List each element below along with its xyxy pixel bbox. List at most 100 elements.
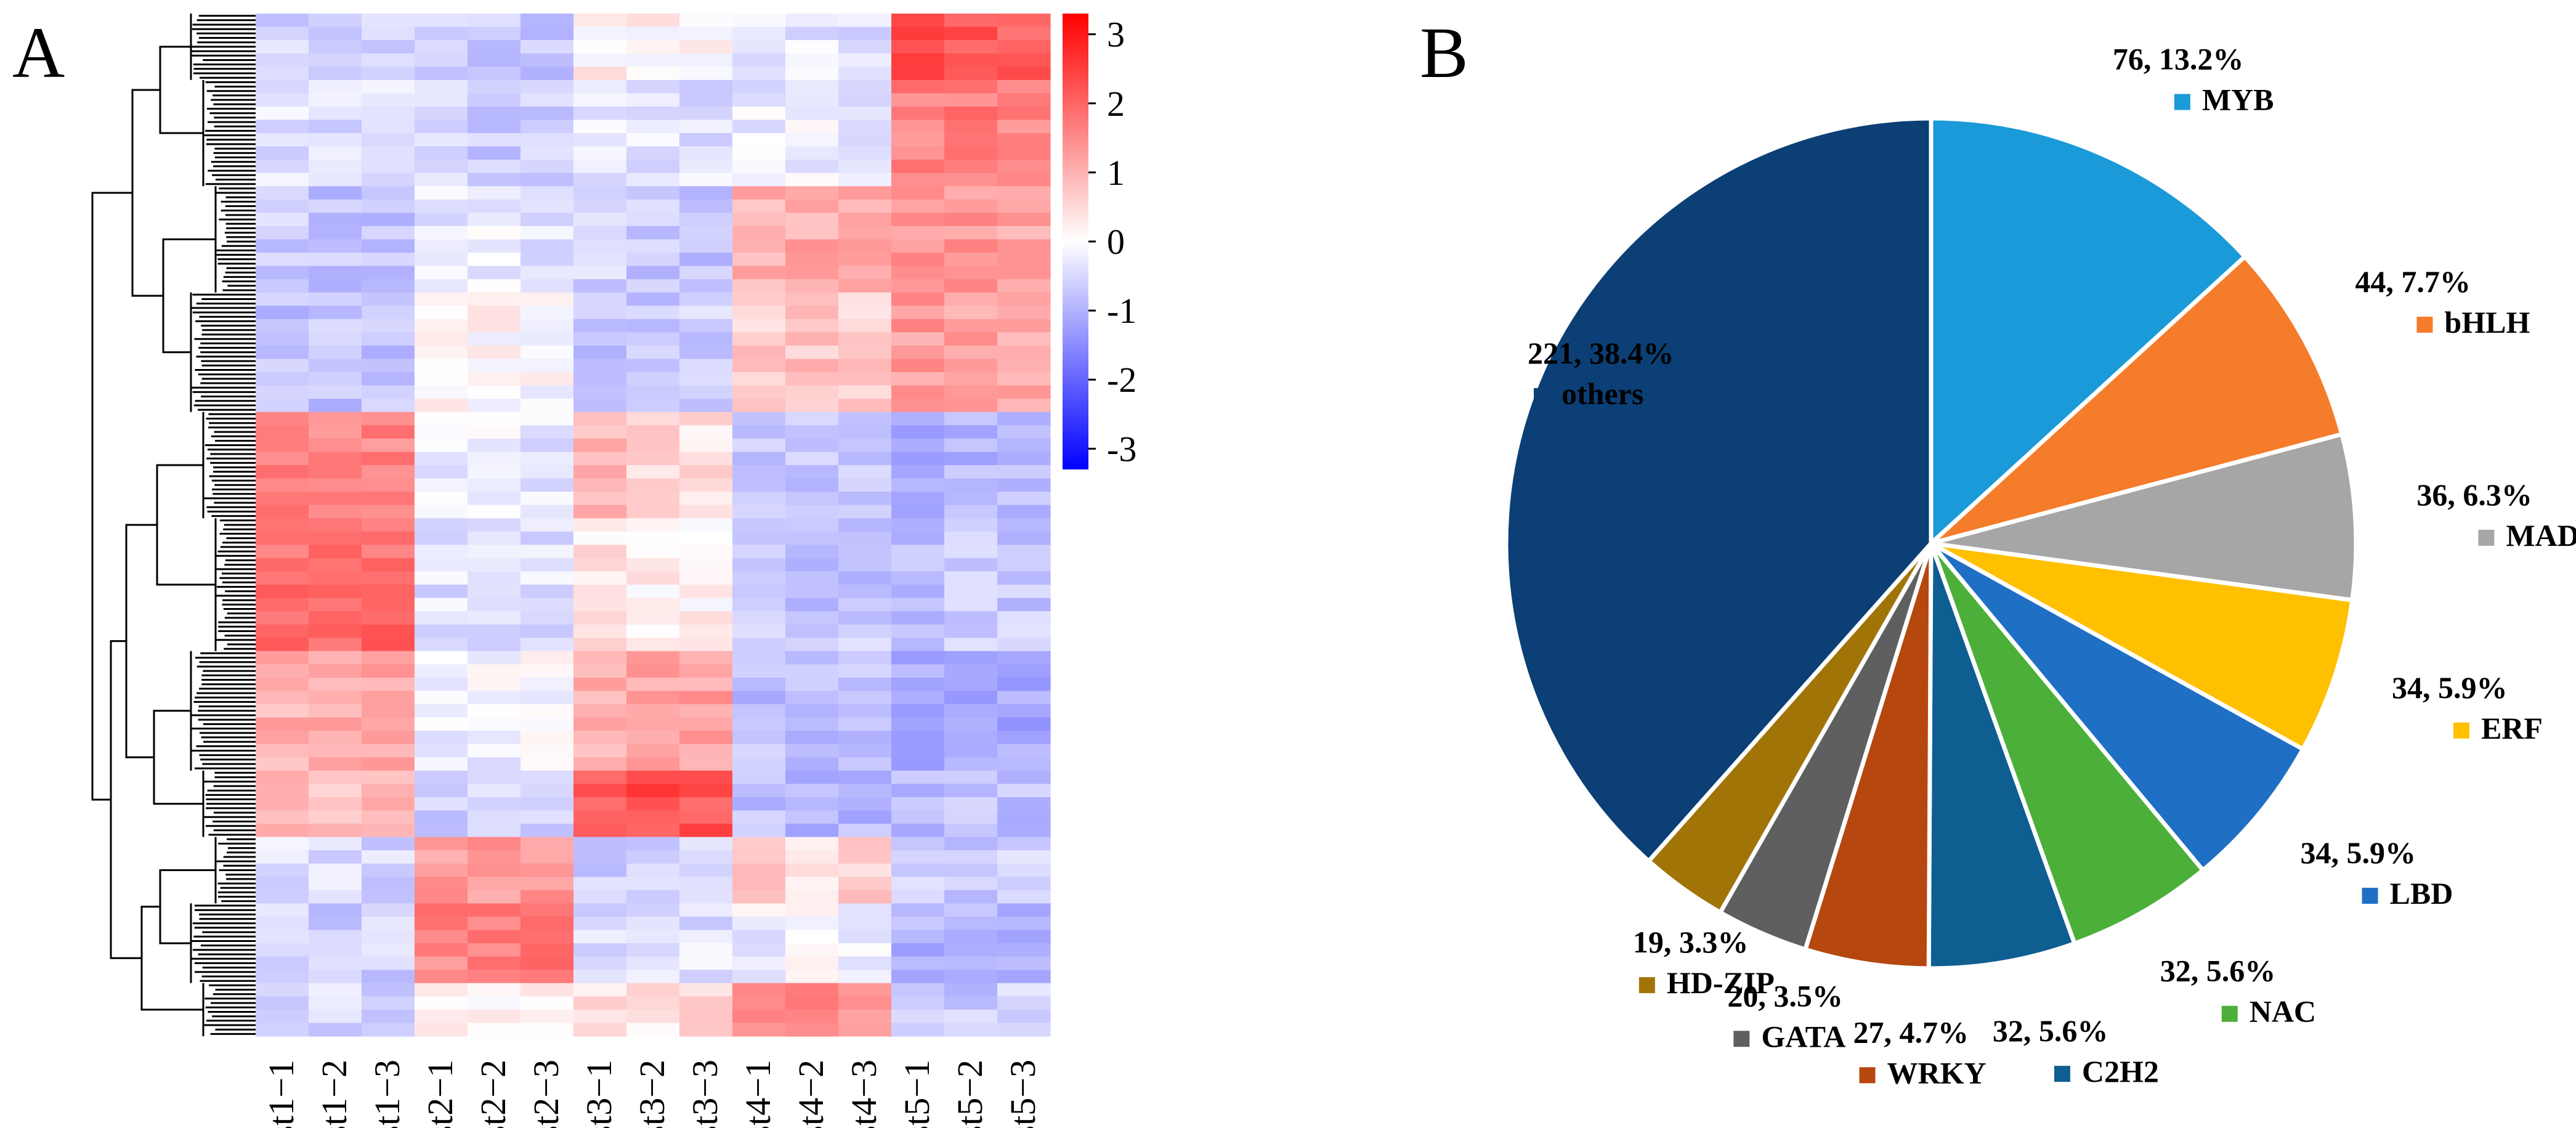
heatmap-cell: [256, 558, 309, 572]
heatmap-cell: [838, 677, 892, 692]
heatmap-cell: [520, 757, 574, 771]
heatmap-cell: [309, 452, 362, 466]
heatmap-cell: [626, 996, 680, 1010]
heatmap-cell: [415, 345, 468, 360]
heatmap-cell: [679, 757, 733, 771]
heatmap-cell: [838, 837, 892, 851]
heatmap-cell: [520, 225, 574, 240]
heatmap-cell: [626, 850, 680, 864]
heatmap-cell: [362, 67, 415, 81]
heatmap-cell: [732, 239, 786, 253]
heatmap-cell: [362, 717, 415, 731]
heatmap-cell: [838, 213, 892, 227]
heatmap-cell: [944, 385, 998, 399]
heatmap-cell: [309, 438, 362, 453]
heatmap-cell: [997, 877, 1051, 891]
heatmap-cell: [732, 863, 786, 877]
heatmap-cell: [626, 79, 680, 94]
heatmap-cell: [256, 40, 309, 54]
heatmap-cell: [997, 797, 1051, 811]
heatmap-cell: [520, 372, 574, 386]
heatmap-cell: [309, 744, 362, 758]
heatmap-cell: [468, 837, 521, 851]
colorbar-tick-label: -2: [1107, 360, 1136, 400]
heatmap-cell: [468, 757, 521, 771]
heatmap-cell: [944, 372, 998, 386]
heatmap-cell: [468, 704, 521, 718]
heatmap-cell: [997, 465, 1051, 479]
heatmap-cell: [468, 545, 521, 559]
heatmap-cell: [732, 505, 786, 519]
heatmap-cell: [785, 757, 839, 771]
heatmap-cell: [573, 930, 627, 944]
heatmap-cell: [891, 531, 945, 545]
heatmap-cell: [573, 492, 627, 506]
heatmap-cell: [309, 598, 362, 612]
heatmap-cell: [838, 770, 892, 784]
heatmap-cell: [520, 79, 574, 94]
heatmap-cell: [732, 372, 786, 386]
heatmap-cell: [944, 292, 998, 306]
heatmap-cell: [891, 651, 945, 665]
heatmap-cell: [256, 571, 309, 585]
heatmap-cell: [362, 452, 415, 466]
heatmap-cell: [891, 1023, 945, 1037]
heatmap-cell: [891, 664, 945, 678]
panel-a-label: A: [12, 12, 65, 93]
heatmap-cell: [838, 292, 892, 306]
heatmap-cell: [362, 930, 415, 944]
heatmap-cell: [362, 624, 415, 638]
heatmap-cell: [944, 810, 998, 824]
heatmap-cell: [520, 505, 574, 519]
heatmap-cell: [626, 877, 680, 891]
heatmap-cell: [997, 996, 1051, 1010]
heatmap-cell: [785, 890, 839, 904]
heatmap-cell: [891, 505, 945, 519]
heatmap-cell: [997, 956, 1051, 970]
legend-swatch: [2362, 888, 2378, 904]
heatmap-cell: [626, 359, 680, 373]
heatmap-cell: [944, 518, 998, 532]
heatmap-cell: [997, 372, 1051, 386]
heatmap-cell: [785, 863, 839, 877]
heatmap-cell: [679, 120, 733, 134]
heatmap-cell: [785, 133, 839, 147]
heatmap-cell: [626, 704, 680, 718]
heatmap-cell: [785, 306, 839, 320]
heatmap-cell: [362, 213, 415, 227]
heatmap-cell: [679, 970, 733, 984]
heatmap-cell: [891, 399, 945, 413]
heatmap-cell: [573, 438, 627, 453]
heatmap-cell: [732, 651, 786, 665]
heatmap-cell: [468, 877, 521, 891]
heatmap-cell: [573, 877, 627, 891]
heatmap-cell: [626, 664, 680, 678]
heatmap-cell: [785, 744, 839, 758]
heatmap-cell: [415, 67, 468, 81]
heatmap-cell: [997, 784, 1051, 798]
heatmap-cell: [362, 306, 415, 320]
heatmap-cell: [785, 824, 839, 838]
heatmap-cell: [468, 385, 521, 399]
heatmap-cell: [362, 279, 415, 293]
heatmap-cell: [256, 717, 309, 731]
heatmap-cell: [944, 983, 998, 997]
heatmap-cell: [997, 213, 1051, 227]
legend-swatch: [2221, 1005, 2238, 1022]
heatmap-cell: [520, 611, 574, 625]
heatmap-cell: [838, 79, 892, 94]
heatmap-cell: [732, 744, 786, 758]
heatmap-cell: [944, 279, 998, 293]
heatmap-cell: [520, 465, 574, 479]
heatmap-cell: [415, 438, 468, 453]
heatmap-cell: [785, 611, 839, 625]
heatmap-cell: [838, 345, 892, 360]
heatmap-cell: [520, 797, 574, 811]
heatmap-cell: [785, 664, 839, 678]
heatmap-cell: [520, 452, 574, 466]
heatmap-cell: [732, 704, 786, 718]
heatmap-cell: [732, 266, 786, 280]
heatmap-cell: [520, 970, 574, 984]
pie-name-label: GATA: [1761, 1019, 1845, 1053]
heatmap-cell: [785, 877, 839, 891]
